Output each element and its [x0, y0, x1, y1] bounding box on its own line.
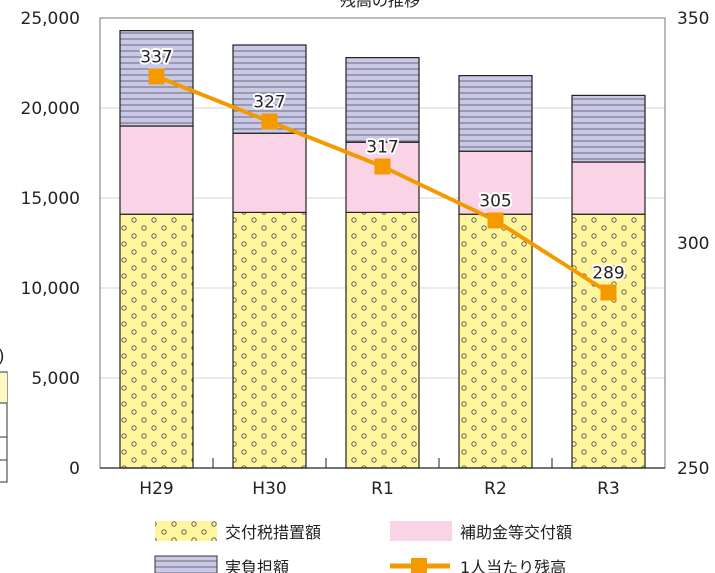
y-tick-label: 5,000 — [31, 369, 80, 389]
bar-segment — [571, 94, 646, 163]
legend-label-per-capita: 1人当たり残高 — [460, 558, 566, 573]
legend-marker-per-capita — [411, 558, 427, 573]
line-point — [148, 68, 165, 85]
left-fragment-box — [0, 371, 8, 483]
line-series: 337 327 317 305 289 — [138, 46, 627, 301]
legend-label-hojokin: 補助金等交付額 — [460, 523, 572, 542]
x-tick-label: H30 — [252, 479, 286, 499]
left-fragment-cell — [0, 373, 7, 403]
bar-segment — [345, 56, 420, 143]
axes — [99, 17, 666, 469]
y2-tick-label: 300 — [677, 234, 709, 254]
legend: 交付税措置額 補助金等交付額 実負担額 1人当たり残高 — [154, 521, 572, 573]
bar-segment — [458, 150, 533, 215]
bar-segment — [232, 132, 307, 213]
x-tick-label: H29 — [139, 479, 173, 499]
line-point — [487, 212, 504, 229]
legend-label-kofuzei: 交付税措置額 — [225, 523, 321, 542]
legend-swatch-jitsufutan — [154, 555, 218, 573]
legend-swatch-kofuzei — [155, 521, 217, 541]
line-point — [374, 158, 391, 175]
legend-item-per-capita: 1人当たり残高 — [390, 558, 566, 573]
bar-segment — [571, 161, 646, 215]
y-axis-left-ticks: 0 5,000 10,000 15,000 20,000 25,000 — [21, 9, 80, 479]
legend-label-jitsufutan: 実負担額 — [225, 558, 289, 573]
data-label: 327 — [253, 93, 285, 113]
line-point — [600, 284, 617, 301]
chart-title: 残高の推移 — [340, 0, 420, 10]
data-label: 337 — [140, 48, 172, 68]
bar-segment — [119, 213, 194, 469]
bar-segment — [232, 211, 307, 469]
x-tick-label: R1 — [371, 479, 394, 499]
legend-swatch-hojokin — [390, 521, 452, 541]
x-tick-label: R3 — [597, 479, 620, 499]
data-label: 305 — [479, 192, 511, 212]
bar-segment — [458, 74, 533, 152]
y2-tick-label: 350 — [677, 9, 709, 29]
legend-item-jitsufutan: 実負担額 — [154, 555, 289, 573]
y-axis-right-ticks: 250 300 350 — [677, 9, 709, 479]
data-label: 289 — [592, 264, 624, 284]
left-fragment: ) — [0, 347, 8, 483]
x-tick-label: R2 — [484, 479, 507, 499]
bars — [119, 30, 646, 469]
left-fragment-text: ) — [0, 347, 5, 367]
y-tick-label: 15,000 — [21, 189, 80, 209]
bar-segment — [119, 125, 194, 215]
bar-segment — [345, 211, 420, 469]
x-axis-ticks: H29 H30 R1 R2 R3 — [139, 479, 620, 499]
y-tick-label: 25,000 — [21, 9, 80, 29]
y-tick-label: 10,000 — [21, 279, 80, 299]
y-tick-label: 20,000 — [21, 99, 80, 119]
legend-item-kofuzei: 交付税措置額 — [155, 521, 321, 542]
data-label: 317 — [366, 138, 398, 158]
legend-item-hojokin: 補助金等交付額 — [390, 521, 572, 542]
line-point — [261, 113, 278, 130]
y-tick-label: 0 — [69, 459, 80, 479]
y2-tick-label: 250 — [677, 459, 709, 479]
bar-segment — [458, 213, 533, 469]
bar-segment — [571, 213, 646, 469]
